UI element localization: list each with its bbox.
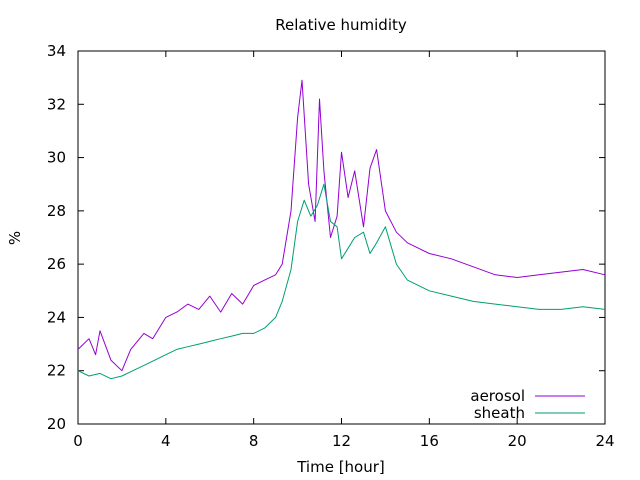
chart-title: Relative humidity [275, 16, 407, 34]
y-tick-label: 32 [47, 95, 66, 113]
tick-labels: 0 4 8 12 16 20 24 20 22 24 26 28 30 32 34 [47, 42, 615, 450]
x-tick-label: 24 [595, 432, 614, 450]
y-tick-label: 34 [47, 42, 66, 60]
x-tick-label: 16 [420, 432, 439, 450]
y-tick-label: 20 [47, 415, 66, 433]
y-tick-label: 30 [47, 149, 66, 167]
axis-ticks [77, 50, 606, 425]
y-tick-label: 24 [47, 308, 66, 326]
x-tick-label: 8 [249, 432, 259, 450]
x-tick-label: 20 [508, 432, 527, 450]
series-layer [77, 79, 606, 380]
legend-label-sheath: sheath [474, 404, 525, 422]
sheath-series-line [77, 183, 606, 380]
x-tick-label: 0 [73, 432, 83, 450]
y-tick-label: 22 [47, 362, 66, 380]
x-tick-label: 12 [332, 432, 351, 450]
legend-label-aerosol: aerosol [470, 387, 525, 405]
x-tick-label: 4 [161, 432, 171, 450]
plot-frame [77, 50, 606, 425]
aerosol-series-line [77, 79, 606, 372]
y-tick-label: 28 [47, 202, 66, 220]
y-tick-label: 26 [47, 255, 66, 273]
y-axis-label: % [6, 231, 24, 245]
x-axis-label: Time [hour] [296, 458, 385, 476]
